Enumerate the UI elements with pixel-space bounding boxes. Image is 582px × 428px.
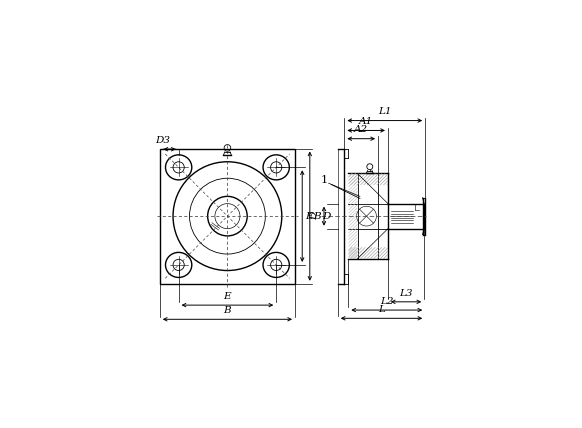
Text: L3: L3 (399, 288, 413, 297)
Text: D: D (322, 211, 331, 221)
Text: B: B (223, 306, 231, 315)
Text: A1: A1 (359, 117, 373, 126)
Text: L2: L2 (380, 297, 393, 306)
Text: D: D (310, 212, 319, 220)
Text: B: B (313, 211, 321, 221)
Text: 1: 1 (321, 175, 328, 185)
Text: E: E (306, 211, 313, 221)
Text: D3: D3 (155, 136, 170, 145)
Text: E: E (223, 291, 231, 300)
Text: L1: L1 (378, 107, 392, 116)
Text: L: L (378, 305, 385, 314)
Text: A2: A2 (354, 125, 368, 134)
